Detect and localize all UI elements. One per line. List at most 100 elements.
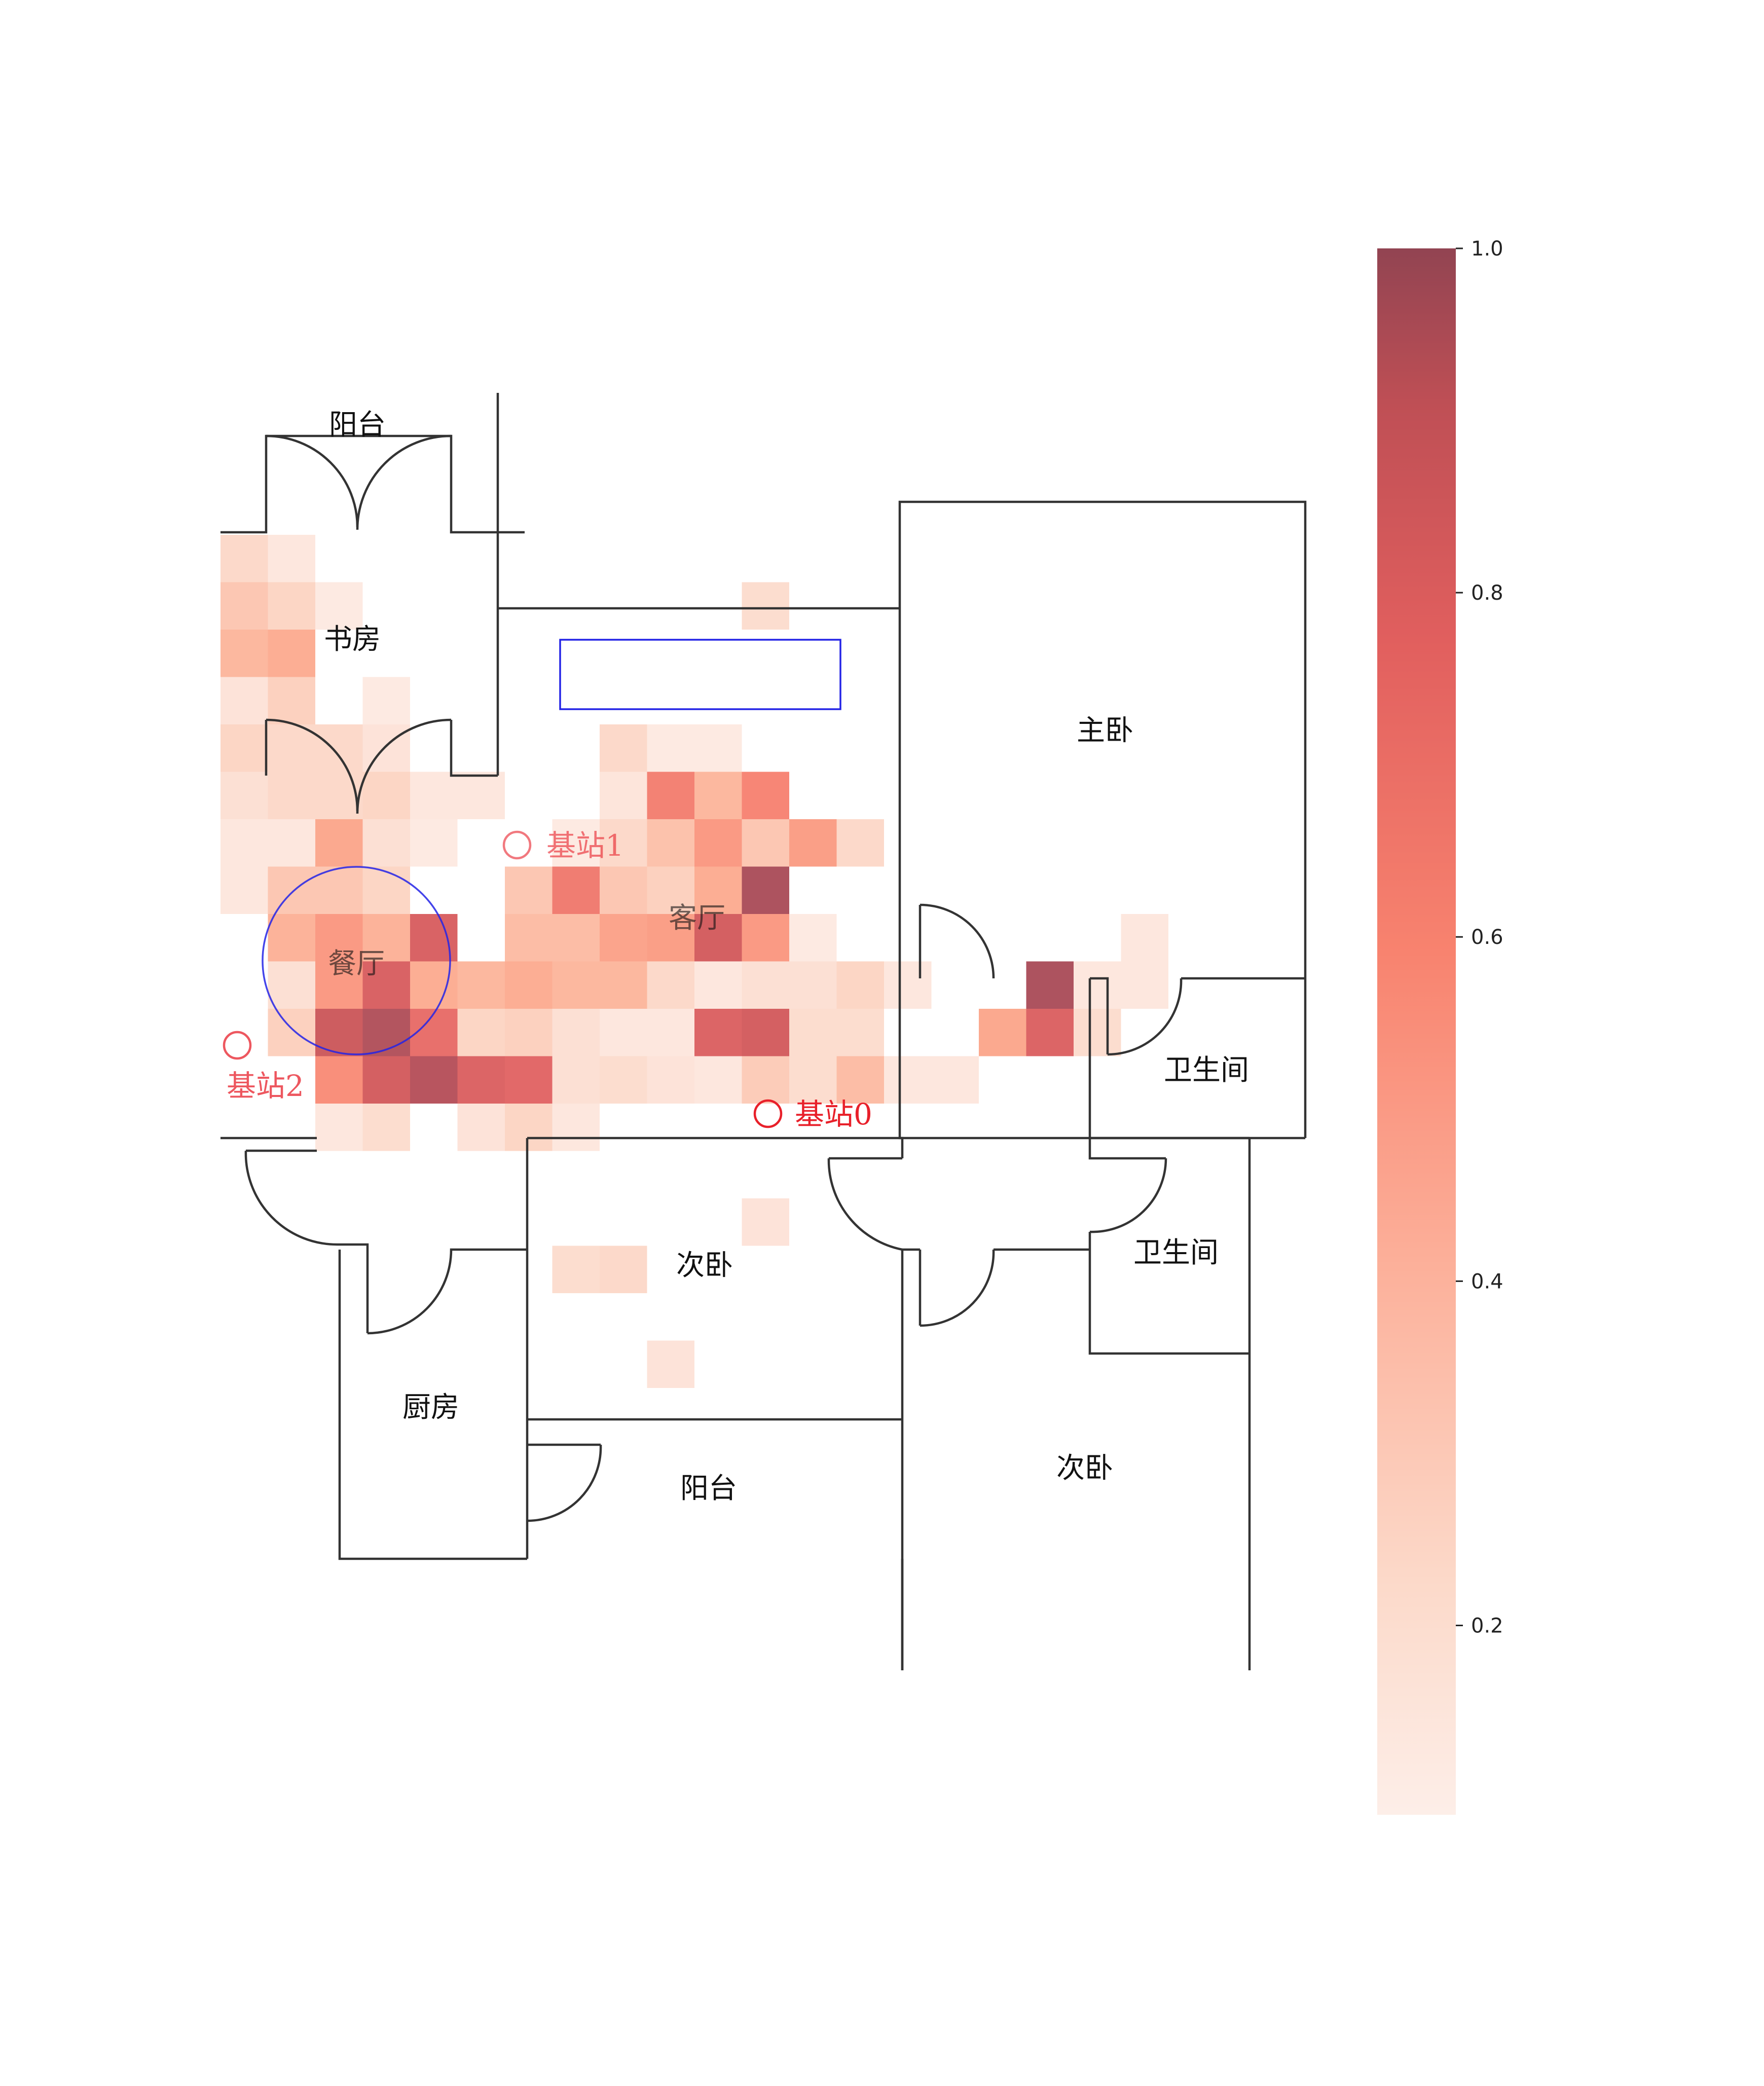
heatmap-cell (220, 677, 268, 724)
heatmap-cell (268, 914, 315, 962)
heatmap-cell (647, 866, 694, 914)
heatmap-cell (220, 819, 268, 867)
heatmap-cell (694, 772, 742, 819)
heatmap-cell (505, 914, 553, 962)
colorbar-tick-label: 0.8 (1471, 581, 1503, 605)
room-label-balcony-top: 阳台 (329, 409, 386, 442)
heatmap-cell (600, 1246, 647, 1293)
heatmap-cell (836, 819, 884, 867)
heatmap-cell (315, 724, 363, 772)
heatmap-cell (789, 1056, 837, 1104)
heatmap-cell (315, 866, 363, 914)
heatmap-cell (647, 1009, 694, 1056)
heatmap-cell (268, 724, 315, 772)
heatmap-cell (220, 866, 268, 914)
heatmap-cell (647, 1340, 694, 1388)
heatmap-cell (505, 961, 553, 1009)
heatmap-cell (268, 961, 315, 1009)
heatmap-cell (220, 535, 268, 582)
heatmap-cell (647, 724, 694, 772)
heatmap-cell (1026, 1009, 1074, 1056)
heatmap-cell (1121, 961, 1168, 1009)
heatmap-cell (742, 866, 789, 914)
heatmap-cell (1074, 1009, 1121, 1056)
heatmap-cell (268, 1009, 315, 1056)
heatmap-cell (315, 914, 363, 962)
heatmap-cell (362, 677, 410, 724)
heatmap-cell (1074, 961, 1121, 1009)
heatmap-cell (552, 1009, 600, 1056)
room-label-living-room: 客厅 (669, 902, 725, 935)
base-station-1: 基站1 (502, 828, 624, 863)
colorbar-tick-label: 0.4 (1471, 1270, 1503, 1293)
heatmap-cell (220, 582, 268, 630)
base-station-0-circle (753, 1099, 783, 1128)
heatmap-cell (789, 1009, 837, 1056)
heatmap-cell (789, 961, 837, 1009)
room-label-second-bedroom: 次卧 (676, 1249, 733, 1282)
heatmap-cell (552, 866, 600, 914)
heatmap-cell (647, 961, 694, 1009)
dining-table-marker (262, 866, 451, 1055)
base-station-1-circle (502, 830, 532, 860)
heatmap-cell (600, 914, 647, 962)
heatmap-cell (220, 772, 268, 819)
heatmap-cell (552, 819, 600, 867)
heatmap-cell (315, 1009, 363, 1056)
heatmap-cell (268, 582, 315, 630)
base-station-0: 基站0 (753, 1097, 872, 1131)
heatmap-cell (600, 1056, 647, 1104)
heatmap-cell (600, 819, 647, 867)
heatmap-cell (742, 772, 789, 819)
room-label-second-bedroom-right: 次卧 (1056, 1452, 1113, 1485)
heatmap-cell (362, 819, 410, 867)
heatmap-layer (220, 535, 1168, 1388)
heatmap-cell (315, 582, 363, 630)
heatmap-cell (268, 866, 315, 914)
heatmap-cell (836, 1009, 884, 1056)
heatmap-cell (362, 961, 410, 1009)
heatmap-cell (789, 914, 837, 962)
heatmap-cell (694, 1056, 742, 1104)
heatmap-cell (362, 772, 410, 819)
heatmap-cell (315, 772, 363, 819)
heatmap-cell (268, 630, 315, 677)
heatmap-cell (315, 961, 363, 1009)
heatmap-cell (742, 914, 789, 962)
heatmap-cell (268, 677, 315, 724)
heatmap-cell (742, 1198, 789, 1246)
heatmap-cell (600, 772, 647, 819)
base-station-0-label: 基站0 (795, 1097, 872, 1131)
heatmap-cell (457, 1104, 505, 1151)
heatmap-cell (410, 772, 458, 819)
heatmap-cell (694, 1009, 742, 1056)
heatmap-cell (694, 866, 742, 914)
heatmap-cell (505, 1056, 553, 1104)
room-label-bathroom-right: 卫生间 (1164, 1054, 1249, 1087)
heatmap-cell (647, 819, 694, 867)
heatmap-cell (505, 1104, 553, 1151)
heatmap-cell (979, 1009, 1026, 1056)
room-label-bathroom-lower: 卫生间 (1133, 1236, 1219, 1269)
heatmap-cell (362, 914, 410, 962)
heatmap-cell (268, 535, 315, 582)
base-station-2-circle (223, 1031, 252, 1060)
heatmap-cell (362, 1056, 410, 1104)
heatmap-cell (884, 1056, 932, 1104)
heatmap-cell (742, 1056, 789, 1104)
heatmap-cell (694, 819, 742, 867)
heatmap-cell (647, 914, 694, 962)
heatmap-cell (694, 961, 742, 1009)
colorbar-gradient (1377, 248, 1456, 1815)
room-label-dining-room: 餐厅 (328, 947, 385, 980)
heatmap-cell (789, 819, 837, 867)
heatmap-cell (552, 1246, 600, 1293)
room-label-kitchen: 厨房 (402, 1391, 459, 1424)
colorbar-tick-label: 0.2 (1471, 1614, 1503, 1637)
base-station-2: 基站2 (223, 1031, 304, 1103)
heatmap-cell (362, 1009, 410, 1056)
heatmap-cell (505, 866, 553, 914)
heatmap-cell (457, 1056, 505, 1104)
